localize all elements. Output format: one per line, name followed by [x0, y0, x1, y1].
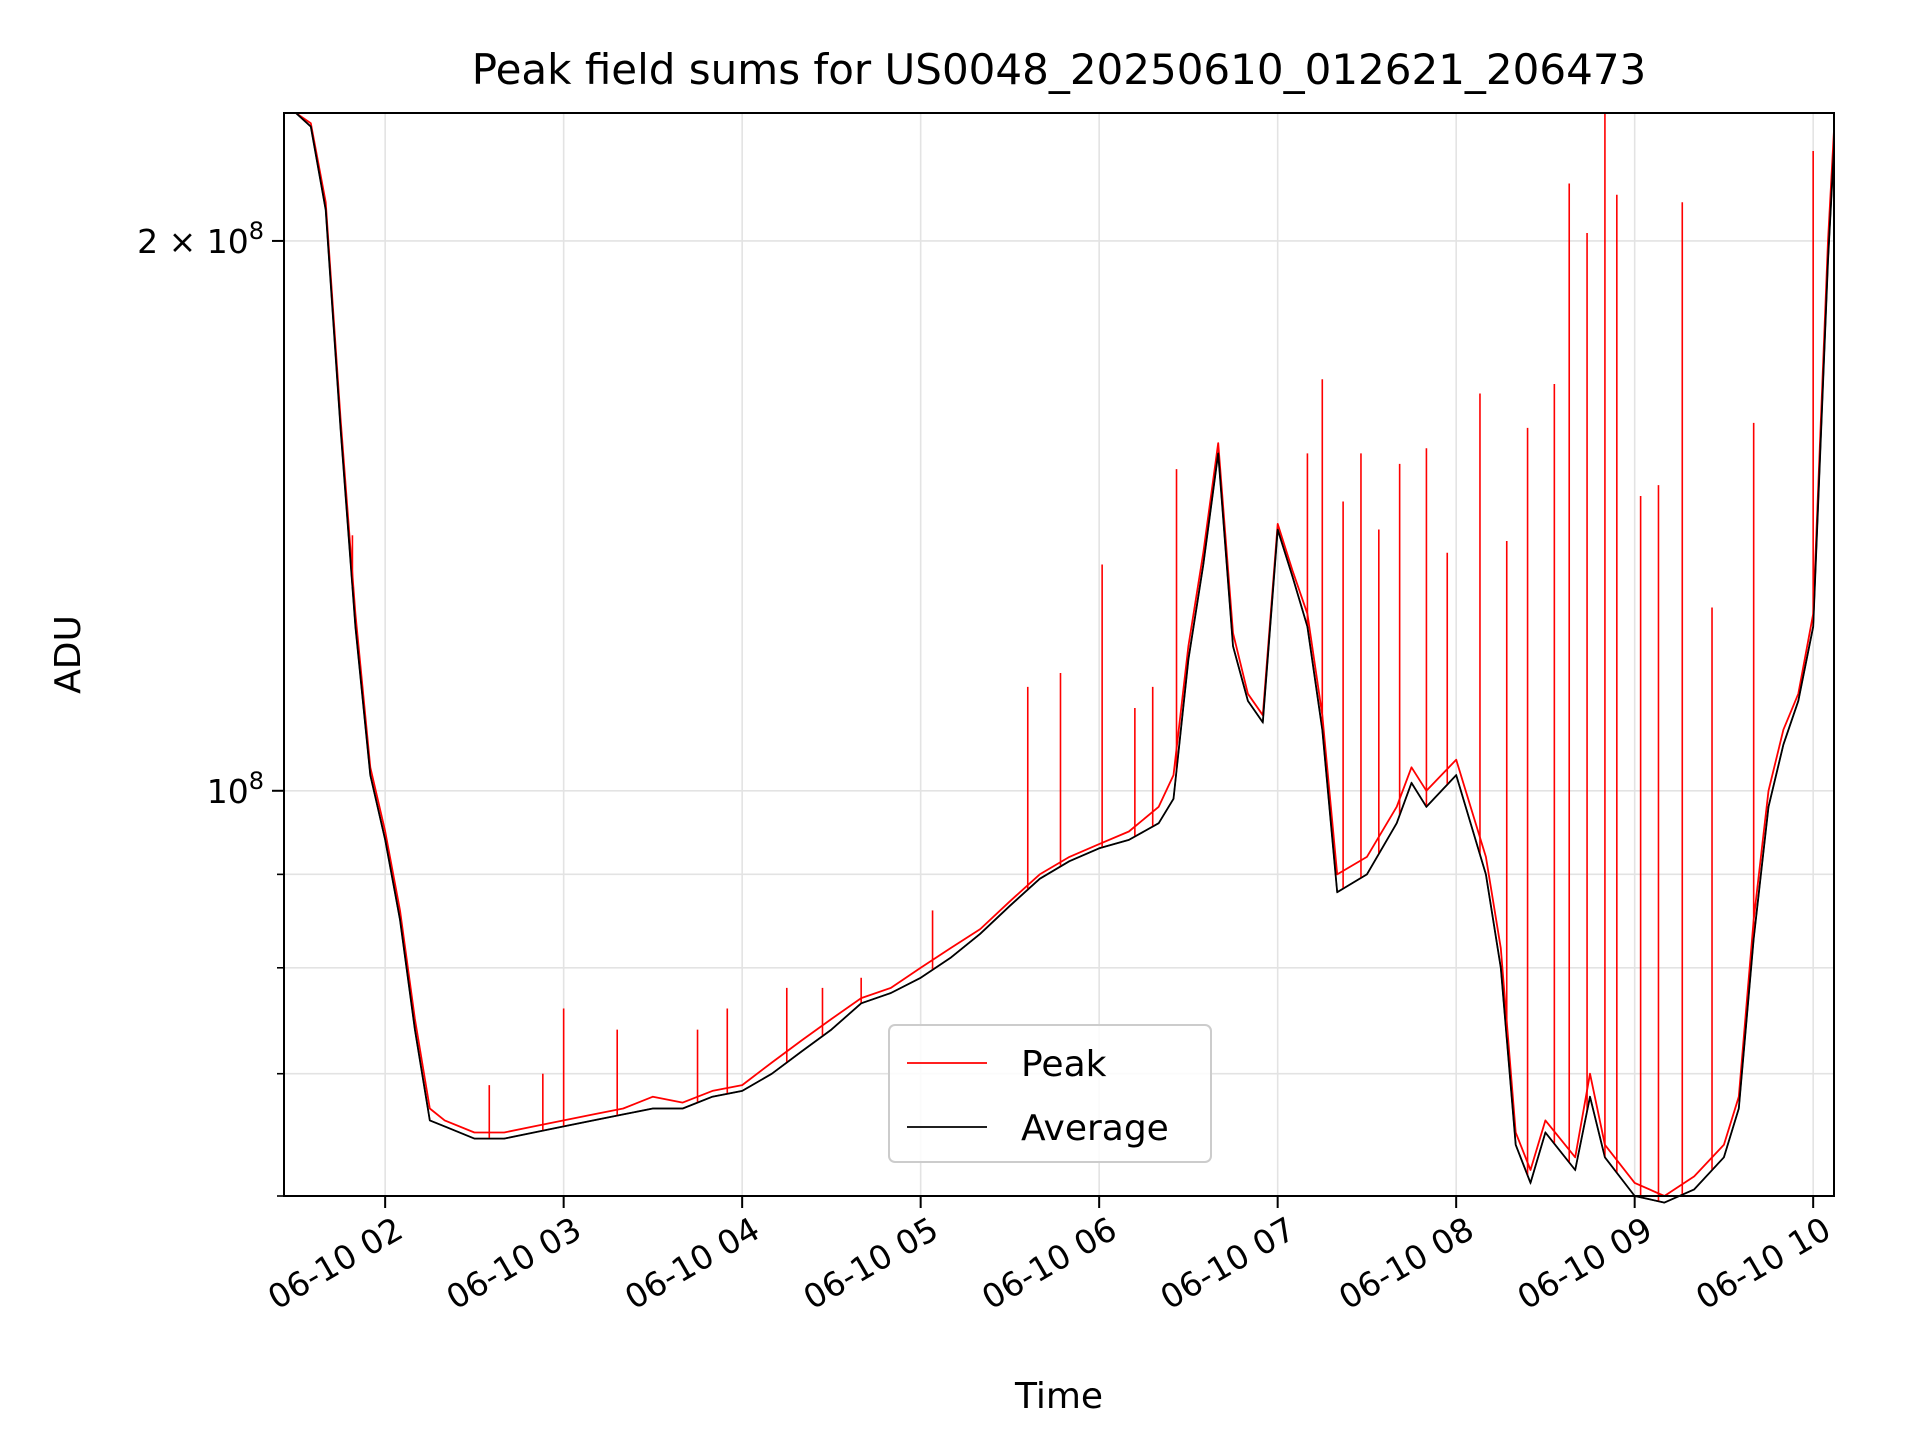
y-tick-label: 108 [207, 767, 264, 811]
y-axis-label: ADU [48, 615, 89, 694]
series-line-average-overlay [284, 112, 1835, 1204]
y-tick-base: 10 [207, 772, 249, 811]
legend-label-peak: Peak [1021, 1044, 1107, 1085]
y-tick-label: 2 × 108 [137, 217, 264, 261]
legend-label-average: Average [1021, 1108, 1169, 1149]
plot-frame [283, 112, 1835, 1197]
x-axis-label: Time [1014, 1376, 1103, 1417]
chart-title: Peak field sums for US0048_20250610_0126… [472, 45, 1647, 94]
y-tick-exponent: 8 [249, 217, 264, 245]
y-tick-exponent: 8 [249, 767, 264, 795]
legend: Peak Average [888, 1024, 1212, 1163]
series-layer [284, 112, 1835, 1204]
y-tick-base: 2 × 10 [137, 222, 249, 261]
